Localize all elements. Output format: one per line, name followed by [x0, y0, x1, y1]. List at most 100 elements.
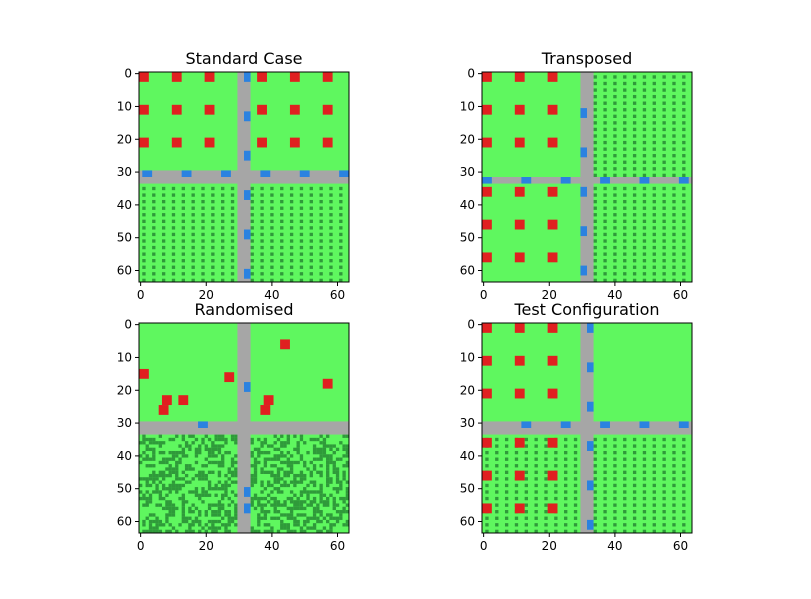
x-tick-label: 20	[542, 288, 557, 302]
crop-cell	[342, 477, 346, 481]
crop-cell	[632, 272, 637, 276]
crop-cell	[573, 496, 578, 501]
crop-cell	[303, 529, 307, 534]
crop-cell	[613, 529, 617, 534]
crop-cell	[603, 265, 607, 269]
crop-cell	[623, 75, 627, 79]
axes-frame	[481, 71, 693, 283]
crop-cell	[263, 529, 268, 534]
crop-cell	[204, 529, 208, 534]
crop-cell	[181, 199, 185, 204]
crop-cell	[234, 503, 238, 507]
crop-cell	[309, 470, 313, 474]
crop-cell	[299, 480, 304, 484]
crop-cell	[181, 278, 185, 283]
crop-cell	[573, 444, 578, 448]
crop-cell	[289, 470, 294, 474]
crop-cell	[632, 147, 637, 151]
crop-cell	[280, 245, 284, 250]
crop-cell	[152, 232, 156, 237]
crop-cell	[289, 454, 294, 458]
crop-cell	[296, 500, 300, 504]
house-marker	[547, 104, 558, 115]
crop-cell	[191, 245, 195, 250]
crop-cell	[214, 510, 218, 514]
crop-cell	[652, 239, 656, 243]
crop-cell	[250, 441, 254, 445]
crop-cell	[573, 483, 578, 488]
crop-cell	[603, 529, 607, 534]
crop-cell	[142, 477, 146, 481]
crop-cell	[207, 460, 212, 465]
crop-cell	[234, 467, 238, 471]
crop-cell	[339, 265, 343, 269]
crop-cell	[201, 490, 205, 494]
crop-cell	[286, 516, 290, 520]
crop-cell	[191, 529, 195, 534]
crop-cell	[652, 232, 656, 237]
crop-cell	[142, 245, 146, 250]
y-tick-label: 20	[460, 132, 475, 146]
crop-cell	[342, 473, 346, 478]
crop-cell	[158, 519, 163, 524]
crop-cell	[184, 519, 189, 524]
crop-cell	[682, 464, 686, 468]
crop-cell	[289, 272, 294, 276]
crop-cell	[148, 526, 153, 530]
crop-cell	[142, 496, 146, 501]
crop-cell	[632, 464, 637, 468]
crop-cell	[613, 245, 617, 250]
crop-cell	[534, 437, 538, 442]
crop-cell	[270, 496, 274, 501]
crop-cell	[632, 193, 637, 197]
crop-cell	[504, 490, 509, 494]
crop-cell	[217, 447, 222, 452]
crop-cell	[662, 444, 666, 448]
crop-cell	[175, 460, 179, 465]
crop-cell	[191, 510, 195, 514]
crop-cell	[171, 199, 176, 204]
car-marker	[587, 519, 594, 530]
crop-cell	[603, 450, 607, 455]
crop-cell	[152, 252, 156, 256]
crop-cell	[191, 467, 195, 471]
crop-cell	[198, 444, 202, 448]
crop-cell	[145, 444, 149, 448]
crop-cell	[329, 252, 333, 256]
crop-cell	[286, 513, 290, 517]
crop-cell	[672, 134, 676, 138]
crop-cell	[214, 519, 218, 524]
crop-cell	[613, 206, 617, 210]
crop-cell	[514, 490, 519, 494]
crop-cell	[270, 199, 274, 204]
house-marker	[547, 137, 558, 148]
crop-cell	[339, 510, 343, 514]
crop-cell	[603, 444, 607, 448]
crop-cell	[142, 226, 146, 230]
house-marker	[204, 72, 215, 82]
crop-cell	[593, 477, 597, 481]
crop-cell	[211, 219, 215, 223]
crop-cell	[345, 464, 350, 468]
crop-cell	[642, 464, 647, 468]
crop-cell	[142, 272, 146, 276]
crop-cell	[339, 186, 343, 191]
crop-cell	[299, 470, 304, 474]
crop-cell	[329, 265, 333, 269]
x-tick-label: 40	[607, 539, 622, 553]
crop-cell	[181, 259, 185, 263]
crop-cell	[286, 437, 290, 442]
crop-cell	[652, 464, 656, 468]
crop-cell	[593, 529, 597, 534]
crop-cell	[319, 259, 323, 263]
crop-cell	[316, 447, 320, 452]
x-tick-label: 0	[480, 539, 488, 553]
crop-cell	[283, 513, 287, 517]
crop-cell	[603, 121, 607, 125]
crop-cell	[329, 232, 333, 237]
crop-cell	[283, 500, 287, 504]
crop-cell	[211, 252, 215, 256]
crop-cell	[230, 434, 235, 438]
crop-cell	[322, 500, 327, 504]
crop-cell	[652, 219, 656, 223]
